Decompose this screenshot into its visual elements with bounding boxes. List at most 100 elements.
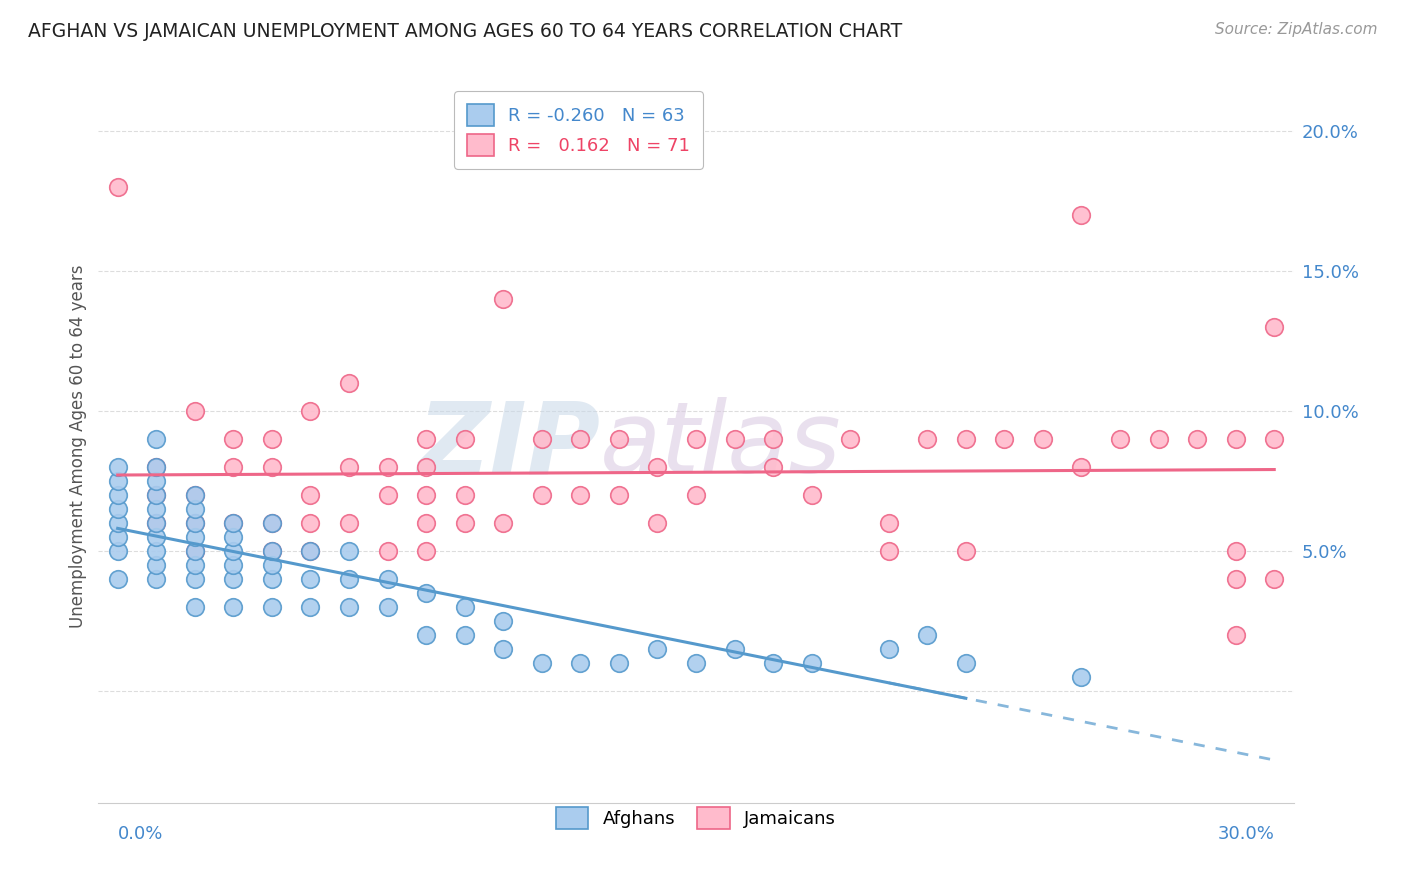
Point <box>453 488 475 502</box>
Point <box>377 488 399 502</box>
Point <box>492 641 515 656</box>
Point <box>184 544 207 558</box>
Point <box>260 544 283 558</box>
Point <box>569 432 592 446</box>
Point <box>184 516 207 530</box>
Point <box>145 460 167 475</box>
Point <box>607 488 630 502</box>
Point <box>492 614 515 628</box>
Point <box>107 502 129 516</box>
Point <box>184 516 207 530</box>
Point <box>723 432 745 446</box>
Point <box>299 599 322 614</box>
Point <box>145 502 167 516</box>
Point <box>337 599 360 614</box>
Legend: Afghans, Jamaicans: Afghans, Jamaicans <box>548 800 844 837</box>
Point <box>1070 670 1092 684</box>
Point <box>377 599 399 614</box>
Point <box>762 656 785 670</box>
Y-axis label: Unemployment Among Ages 60 to 64 years: Unemployment Among Ages 60 to 64 years <box>69 264 87 628</box>
Point <box>685 656 707 670</box>
Point <box>647 460 669 475</box>
Point <box>337 544 360 558</box>
Point <box>107 460 129 475</box>
Point <box>260 432 283 446</box>
Point <box>337 516 360 530</box>
Point <box>222 530 245 544</box>
Point <box>917 432 939 446</box>
Point <box>299 404 322 418</box>
Point <box>260 460 283 475</box>
Point <box>107 474 129 488</box>
Point <box>800 656 823 670</box>
Point <box>145 488 167 502</box>
Point <box>530 656 553 670</box>
Point <box>800 488 823 502</box>
Point <box>222 544 245 558</box>
Point <box>453 599 475 614</box>
Point <box>955 656 977 670</box>
Point <box>415 516 437 530</box>
Point <box>917 628 939 642</box>
Point <box>1147 432 1170 446</box>
Point <box>685 432 707 446</box>
Text: AFGHAN VS JAMAICAN UNEMPLOYMENT AMONG AGES 60 TO 64 YEARS CORRELATION CHART: AFGHAN VS JAMAICAN UNEMPLOYMENT AMONG AG… <box>28 22 903 41</box>
Point <box>145 432 167 446</box>
Point <box>260 558 283 572</box>
Point <box>1225 572 1247 586</box>
Point <box>145 516 167 530</box>
Point <box>530 488 553 502</box>
Point <box>415 544 437 558</box>
Point <box>1225 628 1247 642</box>
Point <box>145 544 167 558</box>
Point <box>260 544 283 558</box>
Point <box>145 516 167 530</box>
Point <box>184 404 207 418</box>
Point <box>222 516 245 530</box>
Point <box>184 544 207 558</box>
Point <box>647 516 669 530</box>
Point <box>453 432 475 446</box>
Point <box>955 544 977 558</box>
Point <box>145 474 167 488</box>
Point <box>299 516 322 530</box>
Point <box>184 530 207 544</box>
Text: Source: ZipAtlas.com: Source: ZipAtlas.com <box>1215 22 1378 37</box>
Point <box>492 292 515 306</box>
Point <box>1225 432 1247 446</box>
Point <box>145 488 167 502</box>
Point <box>107 516 129 530</box>
Point <box>299 544 322 558</box>
Point <box>1032 432 1054 446</box>
Point <box>723 641 745 656</box>
Point <box>453 516 475 530</box>
Point <box>337 460 360 475</box>
Point <box>222 516 245 530</box>
Point <box>184 488 207 502</box>
Point <box>377 572 399 586</box>
Point <box>1070 208 1092 222</box>
Point <box>107 572 129 586</box>
Point <box>377 544 399 558</box>
Point <box>299 572 322 586</box>
Point <box>299 544 322 558</box>
Point <box>145 558 167 572</box>
Point <box>299 488 322 502</box>
Point <box>145 572 167 586</box>
Point <box>1185 432 1208 446</box>
Point <box>260 599 283 614</box>
Text: ZIP: ZIP <box>418 398 600 494</box>
Text: 0.0%: 0.0% <box>118 825 163 843</box>
Point <box>1109 432 1132 446</box>
Point <box>222 460 245 475</box>
Point <box>530 432 553 446</box>
Point <box>415 488 437 502</box>
Point <box>877 641 900 656</box>
Point <box>222 558 245 572</box>
Point <box>1070 460 1092 475</box>
Point <box>1225 544 1247 558</box>
Point <box>955 432 977 446</box>
Point <box>415 432 437 446</box>
Point <box>107 530 129 544</box>
Point <box>839 432 862 446</box>
